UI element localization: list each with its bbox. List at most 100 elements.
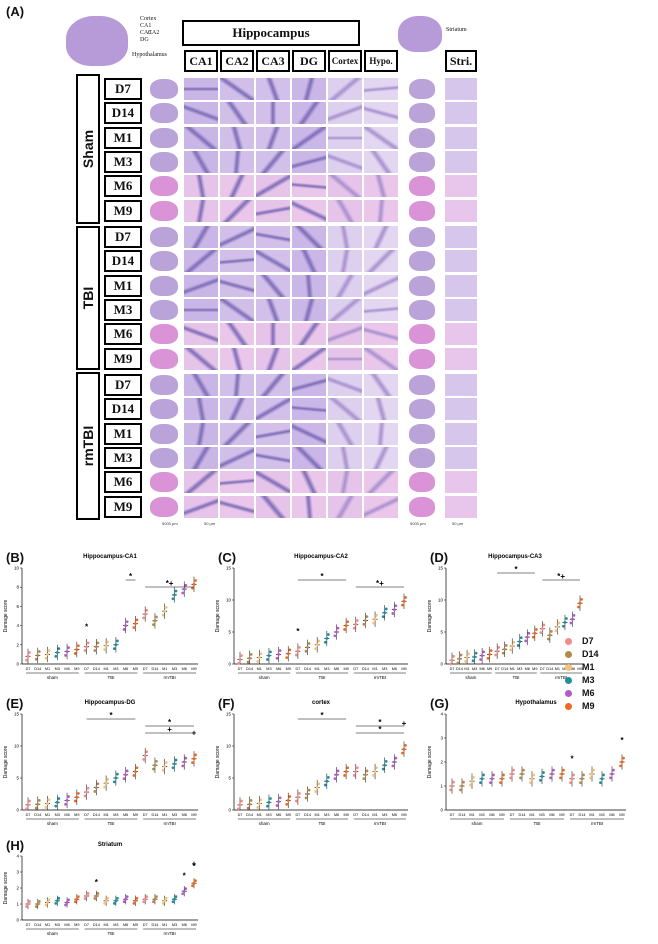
data-point — [246, 806, 250, 810]
x-tick-label: M6 — [64, 667, 69, 671]
data-point — [362, 777, 366, 781]
x-tick-label: M3 — [55, 667, 60, 671]
legend-item-m9: M9 — [565, 701, 595, 711]
data-point — [344, 624, 348, 627]
data-point — [529, 781, 532, 785]
x-tick-label: M1 — [162, 667, 167, 671]
data-point — [76, 895, 80, 899]
row-label-tbi-m9: M9 — [104, 347, 142, 370]
data-point — [314, 647, 318, 651]
data-point — [297, 791, 301, 795]
data-point — [106, 640, 110, 644]
chart-title: Hippocampus-CA3 — [488, 554, 542, 560]
x-tick-label: M3 — [562, 667, 567, 671]
atlas-brain-left — [66, 16, 128, 66]
histology-tile — [364, 298, 398, 321]
histology-tile — [220, 175, 254, 198]
y-tick-label: 0 — [228, 662, 231, 667]
x-tick-label: M9 — [74, 667, 79, 671]
data-point — [278, 796, 282, 800]
data-point — [480, 777, 484, 781]
x-tick-label: M9 — [343, 667, 348, 671]
data-point — [132, 901, 136, 905]
histology-tile — [256, 175, 290, 198]
data-point — [134, 899, 137, 903]
data-point — [132, 626, 136, 629]
data-point — [25, 905, 28, 908]
data-point — [240, 799, 243, 803]
x-tick-label: M3 — [113, 813, 118, 817]
data-point — [346, 620, 350, 624]
data-point — [286, 799, 290, 802]
data-point — [237, 661, 240, 665]
brain-thumbnail — [150, 127, 178, 148]
data-point — [194, 879, 197, 883]
x-tick-label: M1 — [372, 813, 377, 817]
data-point — [83, 897, 87, 900]
data-point — [540, 627, 544, 631]
data-point — [191, 761, 194, 765]
histology-tile — [292, 323, 326, 346]
x-tick-label: M3 — [599, 813, 604, 817]
data-point — [26, 803, 30, 807]
data-point — [391, 764, 395, 768]
data-point — [375, 766, 378, 770]
y-axis-label: Damage score — [215, 746, 221, 779]
histology-tile — [328, 471, 362, 494]
data-point — [194, 579, 197, 582]
brain-thumbnail — [150, 299, 178, 320]
x-tick-label: D7 — [495, 667, 500, 671]
data-point — [494, 653, 498, 657]
data-point — [115, 896, 119, 900]
data-point — [64, 903, 67, 907]
data-point — [135, 618, 139, 622]
data-point — [520, 772, 524, 776]
data-point — [534, 628, 538, 631]
data-point — [125, 769, 129, 773]
x-tick-label: D14 — [501, 667, 508, 671]
brain-thumbnail — [150, 227, 178, 247]
brain-thumbnail-striatum — [409, 200, 435, 221]
x-tick-label: D7 — [143, 667, 148, 671]
y-tick-label: 2 — [440, 760, 443, 765]
row-label-rmtbi-d7: D7 — [104, 374, 142, 396]
data-point — [354, 770, 358, 773]
data-point — [37, 799, 41, 802]
data-point — [499, 781, 502, 785]
data-point — [93, 897, 97, 900]
row-label-sham-m9: M9 — [104, 199, 142, 222]
histology-tile — [184, 102, 218, 125]
x-tick-label: M9 — [499, 813, 504, 817]
data-point — [191, 884, 194, 888]
group-label: rmTBI — [374, 675, 386, 680]
data-point — [152, 623, 155, 627]
data-point — [256, 660, 260, 663]
data-point — [248, 656, 252, 660]
histology-tile — [292, 78, 326, 100]
data-point — [552, 768, 555, 772]
data-point — [509, 776, 512, 780]
data-point — [76, 791, 80, 795]
data-point — [115, 772, 119, 776]
group-label: TBI — [318, 675, 325, 680]
data-point — [44, 806, 48, 809]
data-point — [96, 892, 100, 895]
data-point — [469, 783, 472, 787]
histology-tile — [328, 274, 362, 297]
x-tick-label: M9 — [286, 813, 291, 817]
data-point — [93, 790, 97, 793]
data-point — [65, 799, 69, 802]
data-point — [153, 897, 157, 901]
data-point — [171, 900, 175, 904]
data-point — [572, 613, 576, 617]
striatum-tile — [445, 150, 477, 173]
histology-tile — [364, 374, 398, 396]
data-point — [75, 648, 79, 651]
data-point — [527, 631, 531, 635]
group-label: sham — [259, 821, 270, 826]
histology-tile — [220, 298, 254, 321]
data-point — [104, 899, 108, 903]
data-point — [174, 895, 178, 899]
histology-tile — [328, 150, 362, 173]
data-point — [257, 802, 261, 805]
